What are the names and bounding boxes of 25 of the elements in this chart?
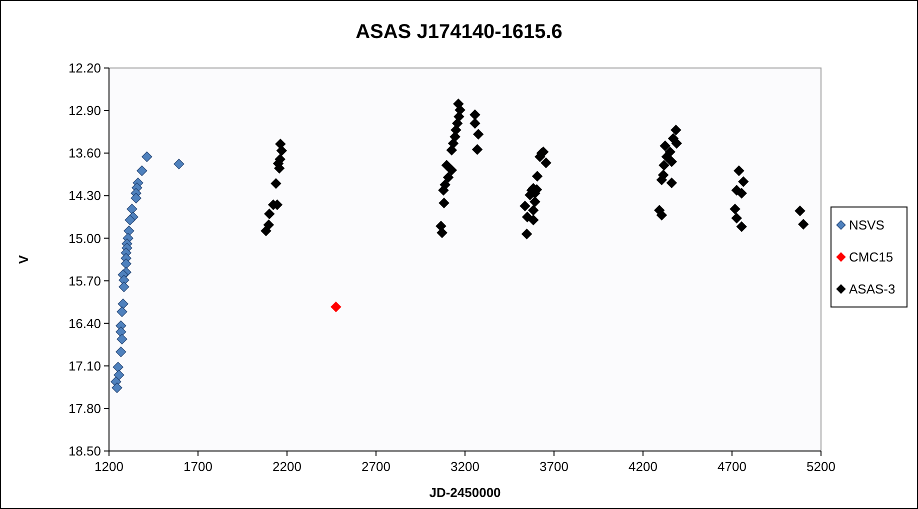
y-tick-label: 12.20 (68, 60, 101, 76)
y-tick-label: 15.70 (68, 273, 101, 288)
x-tick-label: 5200 (806, 459, 836, 474)
legend-label: CMC15 (849, 250, 894, 265)
y-tick-label: 16.40 (68, 316, 101, 331)
y-tick-label: 17.10 (68, 358, 101, 374)
y-tick-label: 14.30 (68, 188, 101, 204)
legend-label: NSVS (849, 218, 885, 233)
y-tick-label: 17.80 (68, 400, 101, 416)
y-tick-label: 15.00 (68, 230, 101, 246)
y-tick-label: 12.90 (68, 103, 101, 118)
y-axis-title: V (16, 254, 31, 264)
x-tick-label: 1700 (184, 459, 212, 474)
x-tick-label: 2700 (362, 459, 390, 474)
x-tick-label: 2200 (272, 459, 302, 474)
chart-title: ASAS J174140-1615.6 (356, 21, 562, 43)
x-tick-label: 3200 (450, 459, 480, 474)
x-axis-title: JD-2450000 (429, 485, 501, 500)
x-tick-label: 3700 (540, 459, 568, 474)
x-tick-label: 4700 (718, 459, 746, 474)
x-tick-label: 4200 (628, 459, 658, 474)
y-tick-label: 18.50 (68, 444, 101, 459)
x-tick-label: 1200 (94, 459, 124, 474)
legend-label: ASAS-3 (849, 282, 896, 297)
y-tick-label: 13.60 (68, 146, 101, 161)
